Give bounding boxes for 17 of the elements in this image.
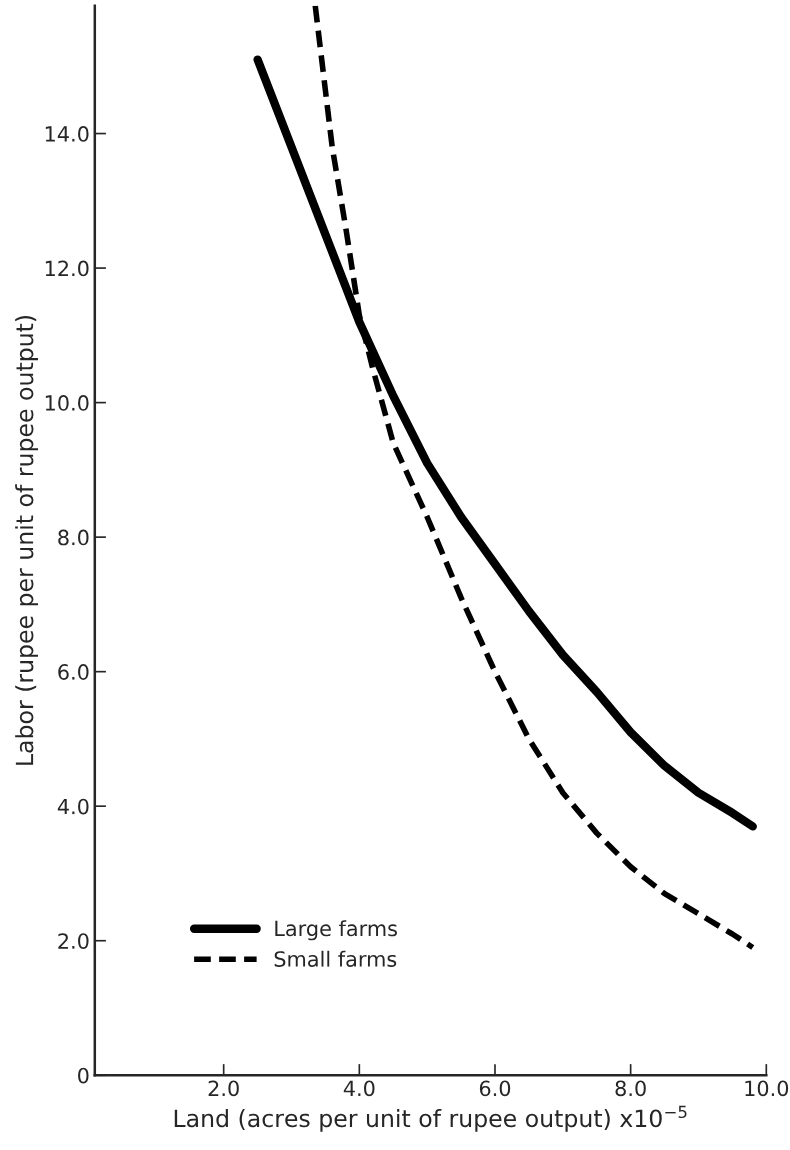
- y-tick-label: 4.0: [57, 798, 89, 815]
- x-tick-label: 6.0: [479, 1080, 511, 1097]
- y-axis-title: Labor (rupee per unit of rupee output): [15, 315, 38, 765]
- x-tick-label: 8.0: [615, 1080, 646, 1097]
- y-tick-label: 2.0: [58, 933, 89, 949]
- y-tick-label: 10.0: [45, 395, 89, 411]
- x-tick-label: 2.0: [208, 1080, 239, 1097]
- y-tick-label: 8.0: [58, 529, 89, 546]
- legend-label: Large farms: [275, 920, 397, 941]
- y-tick-label: 0: [78, 1067, 89, 1084]
- x-axis-title: Land (acres per unit of rupee output) x10$^{−5}$: [174, 1105, 687, 1132]
- legend-label: Small farms: [274, 950, 397, 967]
- y-tick-label: 6.0: [58, 664, 89, 680]
- y-tick-label: 14.0: [45, 126, 89, 142]
- x-tick-label: 4.0: [343, 1080, 375, 1097]
- y-tick-label: 12.0: [45, 260, 89, 277]
- x-tick-label: 10.0: [745, 1080, 789, 1097]
